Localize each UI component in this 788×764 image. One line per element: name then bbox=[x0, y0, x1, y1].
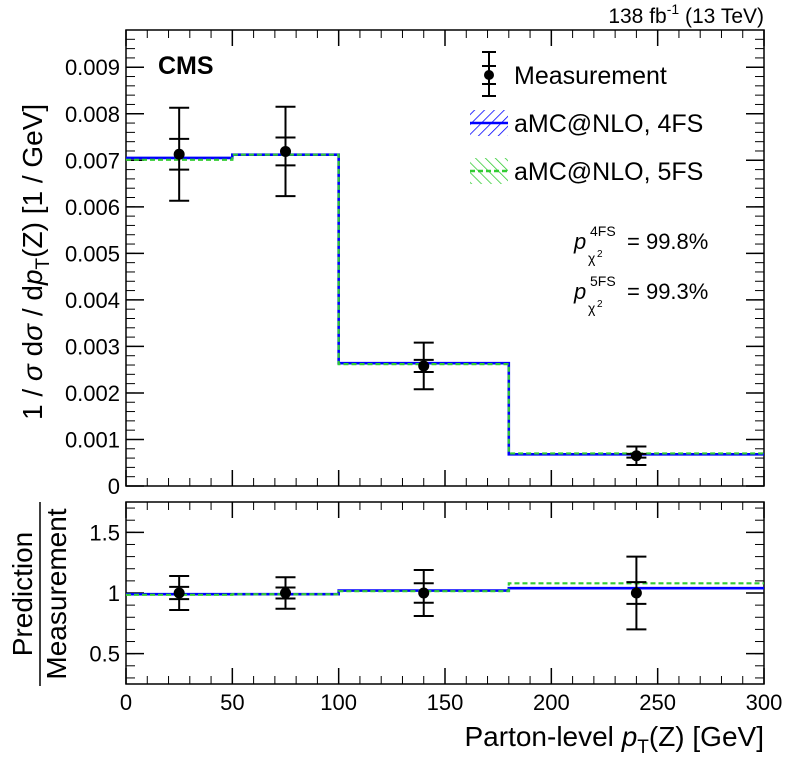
legend-marker-measurement bbox=[482, 51, 496, 97]
x-tick-label: 250 bbox=[639, 690, 676, 715]
main-measurement-point bbox=[630, 450, 642, 462]
legend-label-4fs: aMC@NLO, 4FS bbox=[514, 110, 703, 138]
ratio-measurement-point bbox=[173, 587, 185, 599]
main-y-axis: 0 0.001 0.002 0.003 0.004 0.005 0.006 0.007 0.00… bbox=[65, 29, 764, 499]
ratio-prediction-5fs bbox=[126, 582, 764, 596]
ratio-x-axis: 0 50 100 150 200 250 300 bbox=[120, 502, 782, 715]
ratio-y-axis-title-numerator: Prediction bbox=[7, 532, 38, 657]
x-tick-label: 200 bbox=[533, 690, 570, 715]
main-measurement-point bbox=[173, 148, 185, 160]
legend-label-5fs: aMC@NLO, 5FS bbox=[514, 158, 703, 186]
legend: Measurement aMC@NLO, 4FS aMC@NLO, 5FS bbox=[470, 51, 703, 186]
main-y-tick-label: 0.001 bbox=[65, 427, 120, 452]
svg-text:5FS: 5FS bbox=[590, 273, 616, 289]
ratio-y-tick-label: 1.5 bbox=[89, 520, 120, 545]
svg-text:4FS: 4FS bbox=[590, 223, 616, 239]
pvalue-5fs: p 5FS χ 2 = 99.3% bbox=[573, 273, 708, 316]
ratio-y-axis-title-denominator: Measurement bbox=[41, 508, 72, 679]
ratio-y-tick-label: 0.5 bbox=[89, 642, 120, 667]
ratio-measurement-point bbox=[418, 587, 430, 599]
main-prediction-4fs bbox=[126, 153, 764, 456]
svg-text:p: p bbox=[573, 279, 586, 304]
x-tick-label: 300 bbox=[746, 690, 783, 715]
svg-text:2: 2 bbox=[597, 299, 603, 310]
ratio-y-tick-label: 1 bbox=[108, 581, 120, 606]
main-y-tick-label: 0.003 bbox=[65, 334, 120, 359]
ratio-measurement-point bbox=[630, 587, 642, 599]
svg-text:χ: χ bbox=[588, 300, 596, 316]
ratio-y-axis: 0.5 1 1.5 bbox=[89, 507, 764, 679]
main-y-tick-label: 0.006 bbox=[65, 195, 120, 220]
main-panel-frame bbox=[125, 29, 765, 487]
main-prediction-5fs bbox=[126, 153, 764, 455]
main-measurement-point bbox=[418, 360, 430, 372]
svg-text:p: p bbox=[573, 229, 586, 254]
pvalue-4fs: p 4FS χ 2 = 99.8% bbox=[573, 223, 708, 266]
main-y-tick-label: 0.008 bbox=[65, 102, 120, 127]
ratio-measurement-point bbox=[280, 587, 291, 599]
svg-text:= 99.3%: = 99.3% bbox=[627, 279, 708, 304]
x-axis-title: Parton-level pT(Z) [GeV] bbox=[465, 721, 765, 758]
x-tick-label: 100 bbox=[320, 690, 357, 715]
svg-text:= 99.8%: = 99.8% bbox=[627, 229, 708, 254]
main-y-tick-label: 0.004 bbox=[65, 288, 120, 313]
main-y-tick-label: 0.002 bbox=[65, 381, 120, 406]
main-y-tick-label: 0.007 bbox=[65, 148, 120, 173]
ratio-series-group bbox=[126, 555, 764, 631]
cms-label: CMS bbox=[158, 52, 214, 80]
legend-marker-4fs bbox=[470, 110, 508, 136]
main-measurement-point bbox=[280, 145, 291, 157]
main-y-tick-label: 0 bbox=[108, 474, 120, 499]
x-tick-label: 50 bbox=[220, 690, 244, 715]
x-tick-label: 0 bbox=[120, 690, 132, 715]
main-y-tick-label: 0.009 bbox=[65, 55, 120, 80]
lumi-label: 138 fb-1 (13 TeV) bbox=[608, 1, 764, 28]
main-y-axis-title: 1 / σ dσ / dpT(Z) [1 / GeV] bbox=[17, 104, 54, 420]
x-tick-label: 150 bbox=[427, 690, 464, 715]
main-x-axis bbox=[125, 30, 765, 486]
legend-label-measurement: Measurement bbox=[514, 62, 667, 90]
main-y-tick-label: 0.005 bbox=[65, 241, 120, 266]
main-series-group bbox=[126, 105, 764, 467]
svg-text:χ: χ bbox=[588, 250, 596, 266]
svg-text:2: 2 bbox=[597, 249, 603, 260]
legend-marker-5fs bbox=[470, 158, 508, 184]
